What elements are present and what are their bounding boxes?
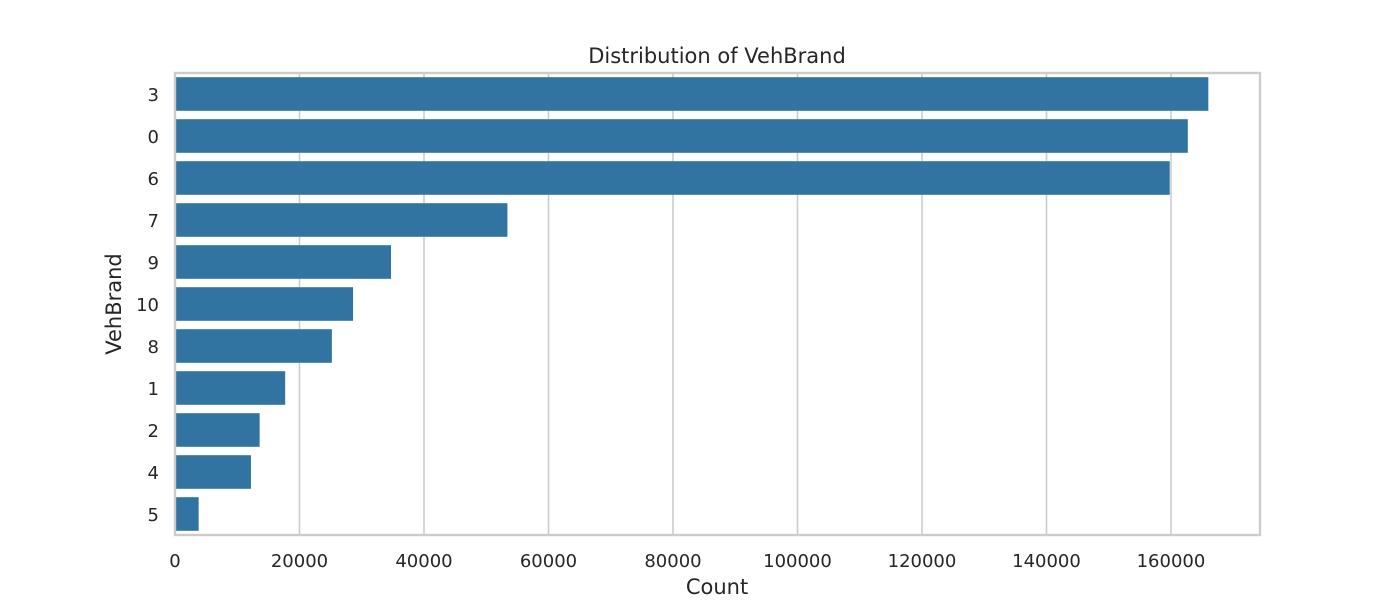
- x-tick-label: 80000: [644, 551, 701, 572]
- x-tick-label: 140000: [1012, 551, 1081, 572]
- x-tick-label: 120000: [888, 551, 957, 572]
- y-tick-label: 2: [148, 421, 159, 442]
- y-tick-label: 5: [148, 505, 159, 526]
- bars: [175, 77, 1209, 531]
- y-tick-label: 10: [136, 295, 159, 316]
- bar-4: [175, 455, 251, 489]
- x-tick-label: 20000: [271, 551, 328, 572]
- x-tick-label: 40000: [395, 551, 452, 572]
- x-tick-label: 0: [169, 551, 180, 572]
- y-tick-label: 0: [148, 127, 159, 148]
- y-tick-label: 3: [148, 85, 159, 106]
- x-tick-label: 160000: [1137, 551, 1206, 572]
- x-tick-label: 100000: [763, 551, 832, 572]
- y-tick-label: 7: [148, 211, 159, 232]
- x-axis-label: Count: [686, 575, 748, 599]
- y-axis-label: VehBrand: [102, 253, 126, 355]
- bar-10: [175, 287, 354, 321]
- bar-6: [175, 161, 1170, 195]
- y-tick-labels: 3 0 6 7 9 10 8 1 2 4 5: [136, 85, 159, 526]
- bar-1: [175, 371, 286, 405]
- bar-2: [175, 413, 260, 447]
- bar-3: [175, 77, 1209, 111]
- bar-7: [175, 203, 508, 237]
- bar-0: [175, 119, 1188, 153]
- y-tick-label: 4: [148, 463, 159, 484]
- bar-9: [175, 245, 392, 279]
- y-tick-label: 8: [148, 337, 159, 358]
- plot-frame-rect: [173, 71, 1262, 537]
- bar-8: [175, 329, 332, 363]
- plot-frame: [173, 71, 1262, 537]
- chart-title: Distribution of VehBrand: [588, 44, 846, 68]
- y-tick-label: 1: [148, 379, 159, 400]
- x-tick-labels: 0 20000 40000 60000 80000 100000 120000 140000 1…: [169, 551, 1205, 572]
- y-tick-label: 9: [148, 253, 159, 274]
- y-tick-label: 6: [148, 169, 159, 190]
- bar-5: [175, 497, 199, 531]
- x-tick-label: 60000: [520, 551, 577, 572]
